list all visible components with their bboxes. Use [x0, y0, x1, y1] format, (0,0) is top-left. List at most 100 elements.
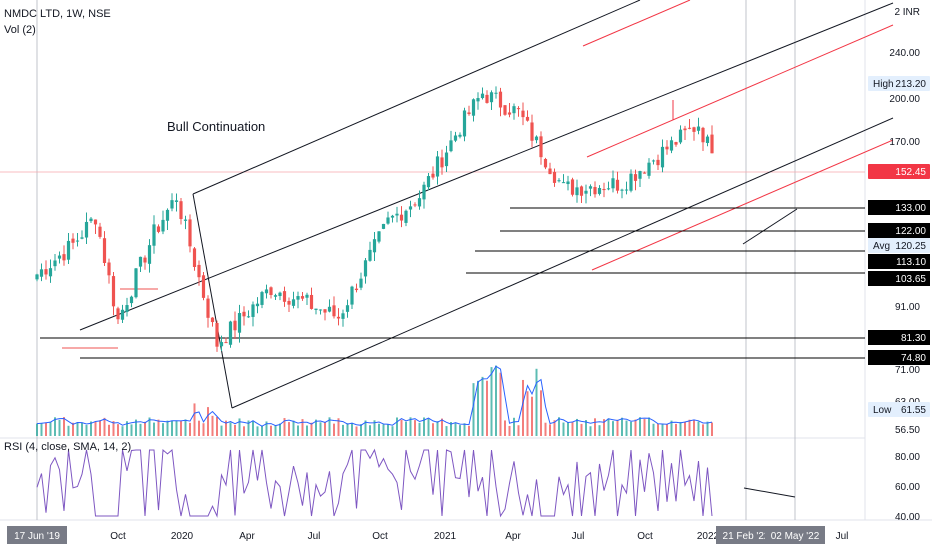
time-tick-label: 2020	[171, 531, 194, 542]
level-label-value: 74.80	[901, 353, 926, 364]
candle-body	[125, 305, 129, 312]
volume-indicator-label[interactable]: Vol (2)	[4, 24, 36, 36]
candle-body	[179, 201, 183, 220]
level-label-box	[868, 200, 930, 215]
level-label-value: 133.00	[895, 203, 926, 214]
time-marker-box	[7, 526, 67, 544]
volume-bar	[616, 419, 619, 436]
volume-bar	[130, 424, 133, 436]
volume-bar	[414, 420, 416, 436]
volume-bar	[513, 417, 515, 436]
volume-bar	[360, 424, 362, 436]
candle-body	[516, 108, 521, 110]
time-tick-label: 2021	[434, 531, 457, 542]
volume-bar	[382, 424, 385, 436]
candle-body	[530, 122, 534, 141]
candle-body	[206, 298, 210, 318]
candle-body	[539, 136, 543, 158]
volume-bar	[666, 424, 668, 436]
candle-body	[116, 308, 120, 320]
candle-body	[656, 159, 660, 166]
volume-bar	[238, 418, 241, 436]
candle-body	[210, 317, 215, 323]
volume-bar	[49, 421, 52, 436]
volume-bar	[679, 421, 682, 436]
candle-body	[642, 172, 647, 174]
candle-body	[503, 105, 507, 115]
candle-body	[318, 309, 323, 311]
price-tick-label: 200.00	[889, 94, 920, 105]
level-label-box	[868, 223, 930, 238]
candle-body	[395, 213, 399, 216]
volume-bar	[333, 423, 335, 436]
price-tick-label: 91.00	[895, 302, 920, 313]
candle-body	[651, 160, 656, 162]
volume-bar	[558, 417, 560, 436]
volume-bar	[99, 420, 101, 436]
candle-body	[53, 260, 57, 267]
volume-bar	[153, 422, 155, 436]
candle-body	[512, 106, 516, 114]
volume-bar	[207, 407, 209, 436]
rsi-indicator-label[interactable]: RSI (4, close, SMA, 14, 2)	[4, 441, 132, 453]
candle-body	[93, 219, 98, 225]
volume-bar	[319, 422, 322, 436]
candle-body	[638, 171, 642, 179]
candle-body	[327, 306, 332, 312]
volume-bar	[175, 420, 178, 436]
candle-body	[696, 126, 701, 131]
rsi-pane	[36, 448, 796, 518]
candle-body	[507, 112, 512, 115]
candlesticks	[35, 86, 714, 352]
price-tick-label: 2 INR	[894, 7, 920, 18]
volume-bar	[67, 425, 70, 436]
symbol-title[interactable]: NMDC LTD, 1W, NSE	[4, 8, 111, 20]
time-marker-box	[716, 526, 776, 544]
candle-body	[264, 289, 269, 294]
low-price-label-box	[868, 402, 930, 417]
time-tick-label: Apr	[239, 531, 255, 542]
candle-body	[350, 286, 354, 305]
candle-body	[692, 127, 696, 132]
candle-body	[570, 179, 575, 195]
volume-bar	[648, 417, 650, 436]
candle-body	[71, 238, 75, 243]
volume-bar	[639, 417, 641, 436]
projection-line	[742, 208, 798, 245]
volume-bar	[441, 418, 443, 436]
axis-labels: 2 INR240.00200.00170.0091.0071.0063.0056…	[7, 7, 930, 544]
candle-body	[579, 186, 584, 196]
volume-bar	[157, 419, 160, 436]
candle-body	[152, 224, 156, 246]
candle-body	[345, 305, 350, 312]
rsi-tick-label: 60.00	[895, 482, 920, 493]
volume-bar	[549, 424, 551, 436]
candle-body	[399, 214, 404, 221]
volume-bar	[315, 419, 317, 436]
candle-body	[89, 218, 93, 222]
candle-body	[485, 94, 489, 103]
candle-body	[305, 294, 309, 298]
candle-body	[233, 320, 237, 331]
volume-bar	[211, 415, 214, 436]
candle-body	[633, 174, 638, 181]
candle-body	[341, 313, 345, 319]
candle-body	[161, 219, 165, 232]
volume-ma-line	[36, 365, 713, 427]
volume-bar	[652, 423, 655, 436]
volume-bar	[94, 421, 97, 436]
candle-body	[458, 134, 462, 137]
volume-bar	[121, 426, 124, 436]
candle-body	[467, 112, 471, 115]
price-tick-label: 71.00	[895, 365, 920, 376]
level-label-value: 81.30	[901, 333, 926, 344]
candle-body	[552, 171, 557, 183]
rsi-tick-label: 80.00	[895, 452, 920, 463]
candle-body	[363, 260, 368, 277]
candle-body	[359, 278, 363, 288]
volume-bar	[265, 421, 268, 436]
last-price-label-box	[868, 164, 930, 179]
volume-bar	[684, 421, 686, 436]
